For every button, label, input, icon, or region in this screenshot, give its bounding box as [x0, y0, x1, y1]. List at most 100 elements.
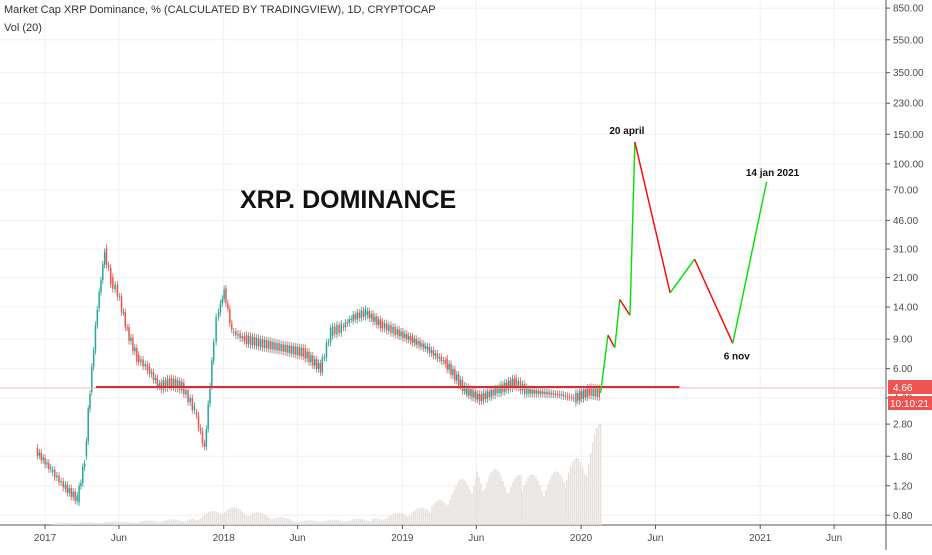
price-candle [128, 327, 130, 341]
volume-bar [312, 520, 314, 525]
price-candle [443, 360, 445, 361]
price-candle [396, 329, 398, 334]
volume-bar [224, 513, 226, 525]
volume-bar [147, 520, 149, 525]
y-tick-label: 0.80 [893, 511, 913, 522]
y-tick-label: 2.80 [893, 420, 913, 431]
overlay-title: XRP. DOMINANCE [240, 186, 456, 214]
volume-bar [348, 521, 350, 525]
price-candle [563, 394, 565, 396]
volume-bar [328, 520, 330, 525]
price-candle [599, 388, 601, 397]
volume-bar [202, 516, 204, 525]
volume-bar [346, 522, 348, 525]
price-candle [448, 364, 450, 370]
price-candle [398, 330, 400, 337]
price-candle [314, 359, 316, 365]
volume-bar [187, 520, 189, 525]
x-tick-label: Jun [468, 533, 484, 544]
volume-bar [151, 521, 153, 525]
price-candle [380, 319, 382, 328]
price-candle [345, 323, 347, 328]
volume-bar [527, 477, 529, 525]
volume-bar [598, 425, 600, 525]
volume-bar [284, 518, 286, 525]
price-candle [437, 354, 439, 359]
y-tick-label: 350.00 [893, 68, 924, 79]
price-candle [386, 323, 388, 330]
volume-bar [56, 523, 58, 525]
volume-bar [185, 521, 187, 525]
price-candle [330, 328, 332, 343]
price-candle [406, 334, 408, 340]
price-candle [456, 374, 458, 380]
price-candle [37, 448, 39, 456]
price-candle [514, 379, 516, 386]
price-candle [268, 341, 270, 349]
volume-bar [340, 520, 342, 525]
volume-bar [114, 522, 116, 525]
y-tick-label: 100.00 [893, 159, 924, 170]
volume-bar [590, 453, 592, 525]
price-candle [573, 397, 575, 398]
volume-bar [204, 515, 206, 525]
volume-bar [96, 523, 98, 525]
price-candle [540, 391, 542, 394]
price-candle [475, 392, 477, 400]
price-candle [151, 372, 153, 374]
price-candle [254, 337, 256, 346]
chart-annotation: 6 nov [724, 351, 751, 362]
price-candle [292, 346, 294, 354]
price-candle [361, 311, 363, 319]
projection-down-segment [608, 335, 615, 348]
price-candle [392, 327, 394, 333]
volume-bar [385, 519, 387, 525]
price-candle [543, 392, 545, 394]
volume-bar [324, 521, 326, 525]
volume-bar [457, 482, 459, 525]
price-candle [290, 346, 292, 354]
price-candle [384, 323, 386, 328]
countdown-badge-value: 10:10:21 [890, 399, 929, 410]
volume-bar [125, 522, 127, 525]
volume-bar [387, 518, 389, 525]
volume-bar [173, 519, 175, 525]
price-candle [473, 391, 475, 397]
volume-bar [110, 522, 112, 525]
price-candle [376, 317, 378, 325]
price-candle [52, 470, 54, 473]
price-candle [270, 341, 272, 349]
price-candle [161, 382, 163, 389]
volume-bar [169, 520, 171, 525]
price-candle [202, 431, 204, 443]
volume-bar [208, 512, 210, 525]
volume-bar [533, 475, 535, 525]
price-candle [282, 344, 284, 351]
y-tick-label: 150.00 [893, 130, 924, 141]
price-candle [419, 341, 421, 346]
price-candle [583, 389, 585, 399]
volume-bar [492, 470, 494, 525]
volume-bar [121, 522, 123, 525]
volume-bar [70, 523, 72, 525]
price-candle [250, 336, 252, 345]
volume-bar [403, 514, 405, 525]
price-candle [241, 336, 243, 338]
volume-bar [421, 508, 423, 525]
y-tick-label: 31.00 [893, 245, 918, 256]
price-candle [272, 342, 274, 350]
volume-bar [54, 523, 56, 525]
volume-bar [242, 512, 244, 525]
price-candle [378, 319, 380, 325]
volume-bar [514, 478, 516, 525]
volume-bar [244, 514, 246, 525]
volume-bar [443, 502, 445, 525]
volume-bar [64, 523, 66, 525]
volume-bar [72, 523, 74, 525]
price-candle [487, 391, 489, 399]
chart-header-title: Market Cap XRP Dominance, % (CALCULATED … [4, 4, 436, 16]
price-candle [326, 343, 328, 358]
volume-bar [557, 472, 559, 525]
